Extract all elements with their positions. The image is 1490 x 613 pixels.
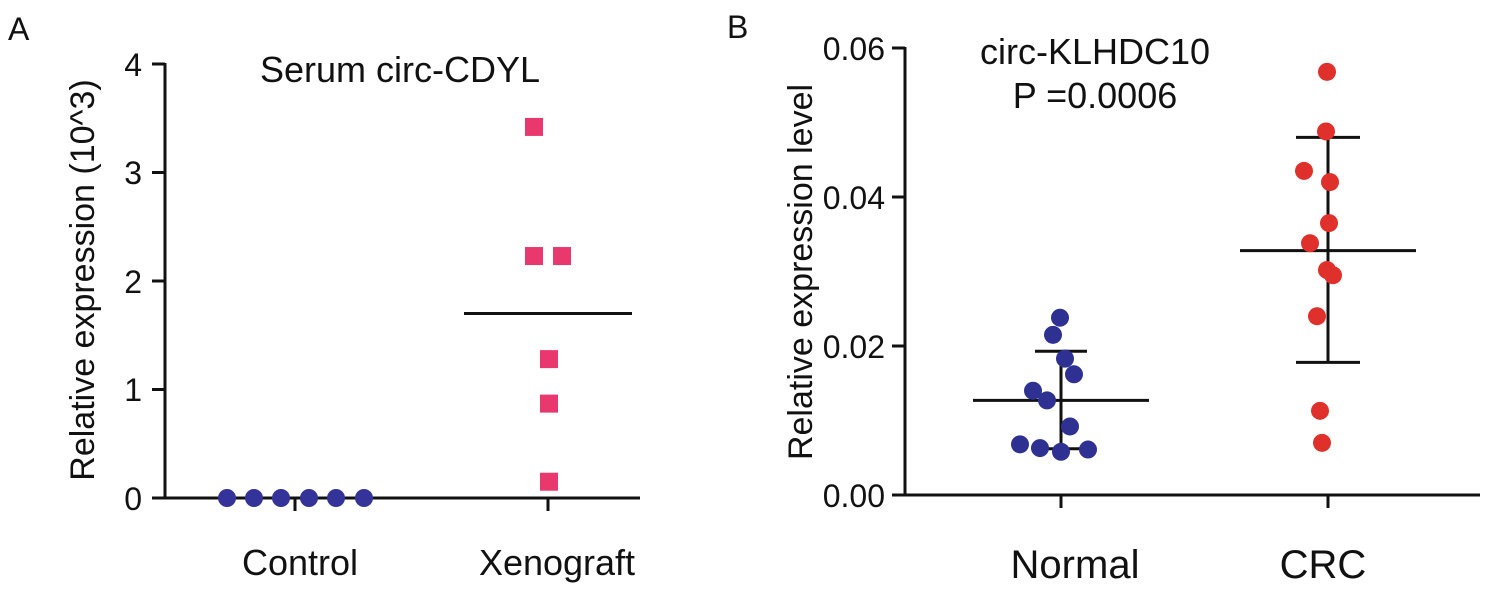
panel-a-point-xenograft-3	[540, 350, 558, 369]
panel-a-point-xenograft-0	[525, 117, 543, 136]
panel-b-x-label-crc: CRC	[1280, 543, 1367, 587]
panel-a-point-xenograft-4	[540, 394, 558, 413]
panel-a-point-control-0	[218, 489, 236, 507]
panel-a-y-ticks: 0 1 2 3 4	[124, 47, 165, 517]
panel-b-point-normal-3	[1065, 365, 1083, 384]
panel-b: B circ-KLHDC10 P =0.0006 Relative expres…	[727, 9, 1480, 587]
panel-a-point-xenograft-1	[525, 247, 543, 266]
panel-a-y-tick-label-4: 4	[124, 47, 142, 83]
panel-b-letter: B	[727, 9, 748, 45]
panel-a-x-ticks: Control Xenograft	[242, 498, 635, 583]
panel-b-y-tick-label-3: 0.06	[823, 31, 885, 67]
panel-b-y-tick-label-2: 0.04	[823, 180, 885, 216]
panel-b-point-normal-4	[1024, 381, 1042, 400]
panel-a-y-tick-label-0: 0	[124, 481, 142, 517]
panel-b-title: circ-KLHDC10	[980, 31, 1210, 72]
panel-a-point-control-2	[272, 489, 290, 507]
panel-b-p-value: P =0.0006	[1013, 75, 1178, 116]
panel-b-point-normal-2	[1056, 349, 1074, 368]
panel-b-point-crc-1	[1317, 122, 1335, 141]
panel-a-point-control-4	[327, 489, 345, 507]
panel-a-y-axis-label: Relative expression (10^3)	[64, 79, 102, 480]
panel-a-x-label-control: Control	[242, 542, 358, 583]
panel-a-point-control-1	[245, 489, 263, 507]
panel-b-x-ticks: Normal CRC	[1011, 495, 1367, 587]
panel-b-point-normal-10	[1052, 442, 1070, 461]
panel-b-point-crc-5	[1301, 234, 1319, 253]
panel-b-point-crc-2	[1295, 161, 1313, 180]
panel-b-point-crc-8	[1308, 307, 1326, 326]
panel-b-point-normal-6	[1061, 417, 1079, 436]
panel-b-point-normal-0	[1051, 308, 1069, 327]
panel-b-x-label-normal: Normal	[1011, 543, 1140, 587]
panel-a-y-tick-label-3: 3	[124, 155, 142, 191]
panel-b-point-crc-0	[1318, 62, 1336, 81]
panel-a-point-control-3	[300, 489, 318, 507]
panel-b-point-crc-10	[1313, 433, 1331, 452]
panel-b-y-ticks: 0.00 0.02 0.04 0.06	[823, 31, 905, 514]
panel-b-y-tick-label-1: 0.02	[823, 329, 885, 365]
panel-b-point-normal-1	[1044, 325, 1062, 344]
panel-a-title: Serum circ-CDYL	[260, 49, 540, 90]
panel-b-point-normal-8	[1031, 439, 1049, 458]
panel-b-point-crc-3	[1321, 173, 1339, 192]
panel-a-y-tick-label-2: 2	[124, 264, 142, 300]
panel-a-x-label-xenograft: Xenograft	[479, 542, 635, 583]
panel-a-data-marks	[218, 117, 632, 507]
panel-b-point-normal-5	[1038, 391, 1056, 410]
panel-a-letter: A	[8, 11, 30, 47]
panel-b-point-normal-7	[1011, 435, 1029, 454]
panel-a-y-tick-label-1: 1	[124, 372, 142, 408]
panel-a-point-xenograft-5	[540, 472, 558, 491]
panel-b-data-marks	[973, 62, 1416, 461]
panel-b-point-crc-7	[1324, 266, 1342, 285]
panel-a-point-control-5	[355, 489, 373, 507]
panel-b-point-normal-9	[1079, 440, 1097, 459]
panel-a-point-xenograft-2	[553, 247, 571, 266]
panel-b-point-crc-4	[1320, 214, 1338, 233]
panel-b-y-axis-label: Relative expression level	[782, 84, 820, 460]
panel-b-point-crc-9	[1311, 401, 1329, 420]
panel-a: A Serum circ-CDYL Relative expression (1…	[8, 11, 640, 583]
panel-b-y-tick-label-0: 0.00	[823, 478, 885, 514]
